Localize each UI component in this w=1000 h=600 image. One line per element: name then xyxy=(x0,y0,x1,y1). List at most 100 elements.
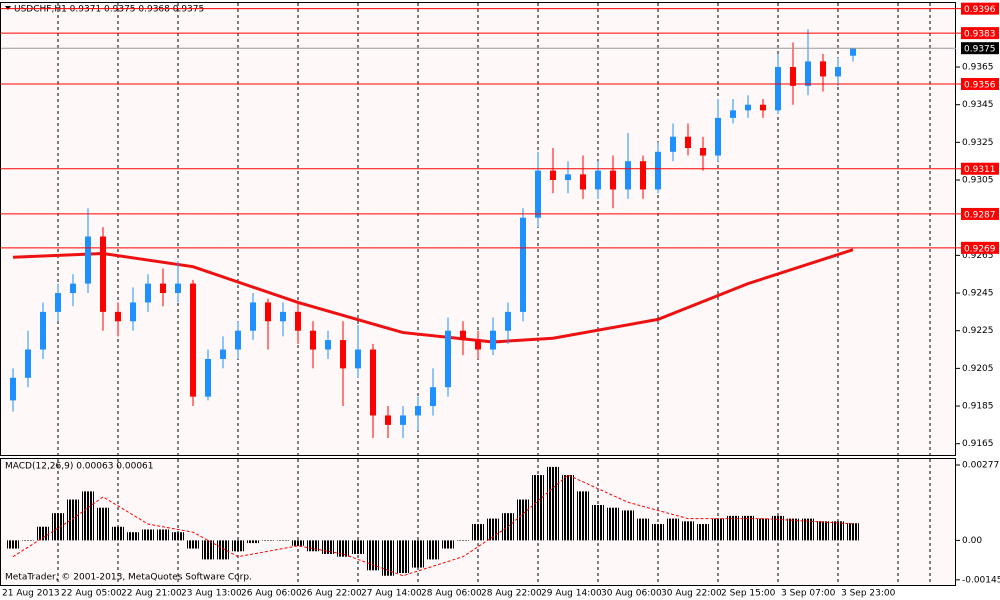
candle-body xyxy=(25,349,31,378)
macd-bar xyxy=(607,507,619,541)
candle-body xyxy=(805,61,811,86)
macd-bar xyxy=(562,475,574,541)
candle-body xyxy=(700,148,706,156)
candle-body xyxy=(265,302,271,322)
candle-body xyxy=(70,283,76,294)
candle-body xyxy=(250,302,256,331)
y-tick-label: 0.00 xyxy=(962,536,982,546)
price-label: 0.9375 xyxy=(964,45,996,55)
y-tick-label: 0.9265 xyxy=(962,251,994,261)
level-label: 0.9287 xyxy=(964,210,996,220)
candle-body xyxy=(820,61,826,77)
candle-body xyxy=(325,340,331,350)
menu-arrow[interactable] xyxy=(5,6,11,10)
x-tick-label: 3 Sep 07:00 xyxy=(781,589,836,599)
x-tick-label: 21 Aug 2013 xyxy=(2,589,60,599)
y-tick-label: 0.9365 xyxy=(962,63,994,73)
macd-bar xyxy=(352,540,364,554)
candle-body xyxy=(490,330,496,350)
candle-body xyxy=(520,217,526,312)
macd-bar xyxy=(7,540,19,549)
y-tick-label: 0.9245 xyxy=(962,289,994,299)
y-tick-label: 0.9325 xyxy=(962,138,994,148)
macd-bar xyxy=(667,518,679,541)
level-label: 0.9396 xyxy=(964,5,996,15)
footer: MetaTrader, © 2001-2013, MetaQuotes Soft… xyxy=(5,573,252,583)
macd-bar xyxy=(202,540,214,560)
candle-body xyxy=(100,236,106,312)
candle-body xyxy=(850,48,856,56)
level-label: 0.9311 xyxy=(964,165,996,175)
candle-body xyxy=(610,170,616,190)
candle-body xyxy=(295,311,301,331)
macd-bar xyxy=(457,540,469,541)
macd-bar xyxy=(442,540,454,549)
x-tick-label: 28 Aug 22:00 xyxy=(481,589,542,599)
candle-body xyxy=(655,151,661,190)
macd-bar xyxy=(742,515,754,541)
y-tick-label: 0.9305 xyxy=(962,176,994,186)
candle-body xyxy=(445,330,451,388)
macd-bar xyxy=(127,532,139,541)
candle-body xyxy=(625,161,631,190)
macd-bar xyxy=(727,515,739,541)
candle-body xyxy=(10,377,16,401)
macd-bar xyxy=(682,521,694,541)
macd-bar xyxy=(517,499,529,541)
candle-body xyxy=(835,67,841,77)
candle-body xyxy=(550,170,556,181)
x-tick-label: 2 Sep 15:00 xyxy=(721,589,776,599)
candle-body xyxy=(385,415,391,425)
y-tick-label: 0.9205 xyxy=(962,364,994,374)
macd-bar xyxy=(97,507,109,541)
level-label-box xyxy=(961,241,999,254)
macd-bar xyxy=(847,523,859,541)
candle-body xyxy=(415,406,421,416)
candle-body xyxy=(40,311,46,350)
macd-bar xyxy=(427,540,439,560)
candle-body xyxy=(775,67,781,111)
macd-bar xyxy=(277,540,289,541)
candle-body xyxy=(505,311,511,331)
y-tick-label: -0.00145 xyxy=(962,575,1000,585)
candle-body xyxy=(715,117,721,156)
macd-bar xyxy=(712,518,724,541)
price-label-box xyxy=(961,42,999,55)
macd-bar xyxy=(697,524,709,541)
x-tick-label: 28 Aug 06:00 xyxy=(421,589,482,599)
candle-body xyxy=(640,161,646,190)
macd-bar xyxy=(307,540,319,552)
macd-bar xyxy=(217,540,229,560)
macd-bar xyxy=(172,532,184,541)
candle-body xyxy=(115,311,121,322)
macd-bar xyxy=(547,466,559,541)
macd-bar xyxy=(532,475,544,541)
candle-body xyxy=(760,104,766,111)
candle-body xyxy=(460,330,466,341)
macd-bar xyxy=(112,526,124,541)
candle-body xyxy=(130,302,136,322)
x-tick-label: 3 Sep 23:00 xyxy=(841,589,896,599)
macd-bar xyxy=(757,518,769,541)
y-tick-label: 0.9345 xyxy=(962,100,994,110)
macd-title: MACD(12,26,9) 0.00063 0.00061 xyxy=(5,462,154,472)
y-tick-label: 0.9185 xyxy=(962,402,994,412)
level-label: 0.9383 xyxy=(964,30,996,40)
candle-body xyxy=(280,311,286,322)
candle-body xyxy=(595,170,601,190)
macd-bar xyxy=(592,504,604,541)
candle-body xyxy=(670,136,676,152)
macd-bar xyxy=(817,521,829,541)
x-tick-label: 30 Aug 22:00 xyxy=(661,589,722,599)
macd-bar xyxy=(187,540,199,549)
candle-body xyxy=(235,330,241,350)
level-label-box xyxy=(961,162,999,175)
candle-body xyxy=(745,104,751,111)
candle-body xyxy=(85,236,91,284)
x-tick-label: 30 Aug 06:00 xyxy=(601,589,662,599)
macd-bar xyxy=(832,521,844,541)
macd-bar xyxy=(232,540,244,552)
candle-body xyxy=(355,349,361,369)
macd-bar xyxy=(412,540,424,568)
macd-bar xyxy=(472,524,484,541)
